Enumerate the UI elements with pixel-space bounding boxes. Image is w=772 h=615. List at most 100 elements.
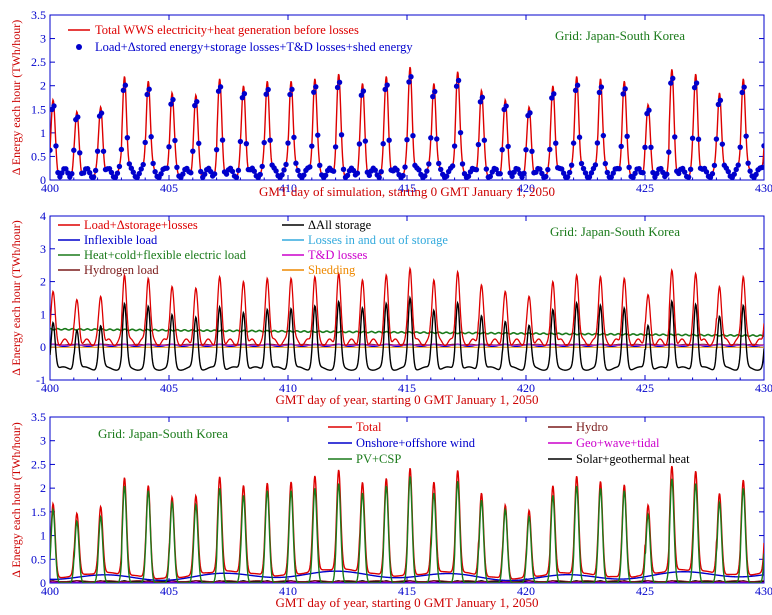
x-axis-label: GMT day of simulation, starting 0 GMT Ja…: [259, 184, 555, 199]
y-tick-label: 0: [40, 576, 46, 590]
series-point-load: [551, 91, 557, 97]
y-tick-label: 3: [40, 242, 46, 256]
series-point-load: [543, 173, 549, 180]
series-point-load: [128, 165, 135, 171]
series-point-load: [580, 165, 587, 172]
series-point-load: [759, 164, 764, 171]
y-tick-label: 0.5: [31, 149, 46, 163]
series-point-load: [265, 86, 271, 93]
legend-label: Inflexible load: [84, 233, 158, 247]
series-point-load: [747, 168, 753, 174]
series-point-load: [400, 172, 406, 179]
series-point-load: [378, 168, 384, 175]
series-point-load: [116, 163, 123, 170]
series-point-load: [691, 84, 698, 91]
series-point-load: [332, 144, 339, 150]
series-point-load: [731, 171, 737, 177]
series-point-load: [291, 134, 297, 141]
y-tick-label: 2.5: [31, 55, 46, 69]
series-point-load: [406, 79, 412, 85]
series-point-load: [422, 173, 428, 179]
plot-area: [50, 465, 764, 583]
series-point-load: [376, 174, 382, 180]
legend-label: Total: [356, 420, 382, 434]
series-point-load: [416, 167, 422, 173]
series-point-load: [287, 91, 293, 98]
series-point-load: [479, 94, 486, 101]
series-point-load: [453, 83, 460, 89]
series-point-load: [685, 174, 692, 180]
series-point-load: [588, 170, 595, 176]
series-point-load: [687, 166, 694, 172]
series-point-load: [648, 144, 654, 150]
x-tick-label: 410: [279, 181, 297, 195]
series-point-load: [424, 168, 430, 174]
series-point-load: [737, 144, 743, 150]
series-point-load: [681, 169, 688, 175]
series-point-load: [487, 173, 493, 180]
series-point-load: [283, 161, 289, 168]
x-tick-label: 405: [160, 584, 178, 598]
x-tick-label: 430: [755, 181, 772, 195]
series-point-load: [725, 168, 731, 175]
series-point-load: [451, 143, 458, 149]
legend-label: Geo+wave+tidal: [576, 436, 660, 450]
series-point-load: [568, 162, 575, 168]
series-line-all-storage: [50, 295, 764, 371]
y-tick-label: 0.5: [31, 552, 46, 566]
series-point-load: [166, 144, 172, 150]
x-tick-label: 420: [517, 381, 535, 395]
series-point-load: [477, 99, 484, 105]
series-point-load: [529, 148, 535, 154]
x-tick-label: 430: [755, 584, 772, 598]
series-point-load: [322, 172, 329, 178]
legend-label-load: Load+Δstored energy+storage losses+T&D l…: [95, 40, 413, 54]
x-tick-label: 400: [41, 181, 59, 195]
series-line-wind: [50, 570, 764, 582]
legend-label: Losses in and out of storage: [308, 233, 448, 247]
x-axis-label: GMT day of year, starting 0 GMT January …: [276, 595, 539, 610]
series-point-load: [344, 172, 351, 179]
series-point-load: [578, 160, 585, 167]
series-point-load: [428, 135, 434, 141]
series-point-load: [443, 173, 450, 179]
series-point-load: [144, 91, 150, 98]
series-point-load: [695, 136, 702, 142]
series-point-load: [582, 170, 589, 176]
series-point-load: [334, 84, 341, 91]
series-point-load: [330, 168, 337, 174]
series-point-load: [152, 169, 158, 175]
series-point-load: [126, 161, 133, 167]
series-point-load: [215, 88, 222, 94]
y-tick-label: 3: [40, 434, 46, 448]
series-point-load: [503, 103, 509, 109]
series-point-load: [753, 171, 759, 178]
series-point-load: [483, 166, 490, 172]
series-point-load: [394, 167, 400, 173]
series-point-load: [564, 174, 571, 180]
series-point-load: [75, 114, 81, 120]
series-point-load: [426, 161, 432, 167]
series-point-load: [289, 86, 295, 93]
series-point-load: [112, 174, 119, 180]
panel-middle: 400 405 410 415 420 425 430 -1 0 1 2 3 4 GMT day of y…: [9, 209, 772, 407]
legend-label: Solar+geothermal heat: [576, 452, 690, 466]
series-point-load: [449, 163, 456, 169]
x-tick-label: 430: [755, 381, 772, 395]
series-point-load: [668, 80, 674, 86]
series-point-load: [616, 166, 622, 172]
series-point-load: [404, 137, 410, 143]
series-point-load: [521, 170, 527, 177]
series-point-load: [354, 170, 361, 176]
grid-label: Grid: Japan-South Korea: [98, 426, 228, 441]
series-point-load: [622, 86, 628, 92]
legend-label: Load+Δstorage+losses: [84, 218, 198, 232]
series-point-load: [257, 171, 263, 178]
series-point-load: [719, 141, 726, 147]
series-point-load: [108, 169, 115, 176]
series-point-load: [382, 86, 388, 93]
legend-label: Hydrogen load: [84, 263, 159, 277]
plot-area: [50, 66, 764, 180]
series-point-load: [537, 166, 543, 172]
series-point-load: [366, 172, 373, 179]
